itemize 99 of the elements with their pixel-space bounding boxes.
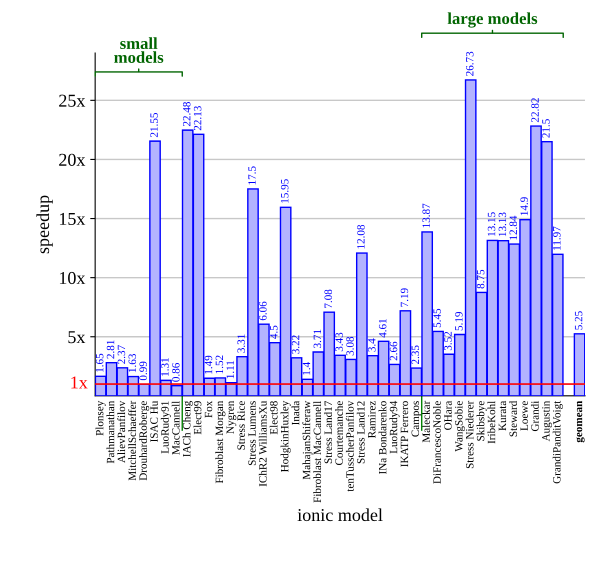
text: large models: [448, 12, 538, 28]
x-tick-label: Fox: [204, 400, 212, 418]
data-label: 7.08: [324, 290, 332, 308]
data-label: 4.61: [378, 319, 386, 338]
x-tick-label: MahajanShiferaw: [302, 400, 313, 480]
x-tick-label: ISAC Hu: [150, 400, 158, 442]
x-tick-label: Stress Lumens: [248, 401, 256, 466]
data-label: 14.9: [520, 197, 528, 216]
bar: [574, 333, 585, 396]
x-tick-label: IribeKohl: [487, 400, 496, 444]
x-tick-label: MacCannell: [172, 400, 180, 455]
x-tick-label: Elect98: [270, 401, 278, 434]
data-label: 7.19: [400, 288, 408, 307]
x-tick-label: Plonsey: [96, 400, 106, 436]
data-label: 22.82: [531, 98, 539, 122]
data-label: 15.95: [280, 179, 288, 203]
data-label: 22.13: [194, 106, 202, 130]
data-label: 12.84: [510, 216, 518, 240]
x-tick-label: Stress Rice: [237, 401, 245, 450]
x-tick-label: Campos: [412, 401, 422, 437]
data-label: 2.37: [118, 345, 126, 364]
data-label: 0.86: [172, 363, 180, 382]
x-tick-label: LuoRudy91: [160, 401, 171, 454]
data-label: 3.71: [314, 330, 322, 348]
x-tick-label: MitchellSchaeffer: [128, 400, 136, 480]
x-tick-label: Stress Land17: [324, 401, 332, 464]
x-tick-label: WangSobie: [454, 401, 465, 452]
x-tick-label: Skibsbye: [476, 401, 487, 441]
data-label: 2.35: [412, 346, 420, 364]
x-tick-label: DiFrancescoNoble: [433, 401, 441, 484]
data-label: 5.45: [433, 308, 441, 328]
x-tick-label: Nygren: [226, 400, 236, 434]
x-tick-label: geomean: [576, 400, 585, 442]
x-tick-label: Maleckar: [422, 400, 430, 442]
annotation: small models: [114, 37, 164, 63]
y-axis-title: speedup: [36, 196, 53, 254]
data-label: 1.11: [226, 360, 234, 378]
data-label: 2.66: [390, 342, 398, 360]
x-tick-label: tenTusscherPanfilov: [346, 400, 354, 492]
y-tick-label: 25x: [59, 94, 86, 107]
data-label: 22.48: [182, 102, 191, 126]
data-label: 3.22: [292, 335, 300, 354]
data-label: 26.73: [466, 52, 474, 76]
x-tick-label: Elect99: [194, 401, 202, 434]
data-label: 1.49: [204, 356, 212, 374]
x-tick-label: Stress Niederer: [466, 400, 474, 468]
data-label: 1.4: [302, 362, 310, 375]
data-label: 21.55: [150, 113, 158, 138]
data-label: 17.5: [248, 166, 256, 184]
data-label: 5.19: [455, 312, 463, 330]
data-label: 21.5: [542, 119, 550, 138]
data-label: 13.15: [488, 212, 496, 236]
x-tick-label: Steward: [509, 400, 518, 436]
x-tick-label: Courtemanche: [335, 401, 343, 466]
data-label: 2.81: [106, 340, 114, 359]
x-tick-label: GrandiPanditVoigt: [552, 400, 563, 484]
x-tick-label: Pathmanathan: [106, 400, 114, 464]
x-tick-label: Grandi: [530, 400, 539, 432]
data-label: 1.63: [128, 354, 136, 372]
data-label: 0.99: [139, 362, 147, 380]
x-tick-label: Augustin: [542, 400, 552, 442]
data-label: 3.31: [237, 334, 245, 353]
x-tick-label: DrouhardRoberge: [139, 401, 150, 480]
x-tick-label: Stress Land12: [356, 401, 365, 464]
data-label: 3.4: [368, 338, 376, 352]
x-tick-label: Ramirez: [368, 401, 376, 438]
x-tick-label: INa Bondarenko: [378, 401, 386, 474]
x-tick-label: Inada: [291, 400, 300, 425]
y-tick-label: 15x: [60, 212, 86, 225]
ref-line-label: 1x: [71, 376, 88, 388]
data-label: 6.06: [259, 302, 267, 320]
x-tick-label: Fibroblast MacCannell: [313, 400, 322, 503]
x-tick-label: Loewe: [520, 401, 528, 431]
x-tick-label: Fibroblast Morgan: [215, 400, 226, 484]
y-tick-label: 5x: [68, 331, 86, 344]
y-tick-label: 10x: [60, 272, 86, 284]
data-label: 8.75: [476, 270, 484, 288]
x-tick-label: IChR2 WilliamsXu: [258, 400, 267, 486]
data-label: 13.87: [422, 204, 430, 228]
data-label: 5.25: [574, 311, 582, 330]
data-label: 3.52: [444, 332, 452, 350]
x-tick-label: IACh Cheng: [182, 400, 193, 457]
data-label: 12.08: [357, 224, 365, 249]
data-label: 11.97: [553, 226, 561, 250]
x-tick-label: OHara: [444, 400, 452, 430]
data-label: 1.31: [161, 358, 169, 376]
y-tick-label: 20x: [59, 154, 86, 166]
x-tick-label: LuoRudy94: [389, 400, 400, 454]
x-tick-label: HodgkinHuxley: [280, 400, 291, 472]
data-label: 1.52: [216, 356, 224, 374]
data-label: 1.65: [96, 354, 104, 372]
data-label: 4.5: [270, 326, 278, 339]
x-tick-label: AlievPanfilov: [117, 400, 126, 463]
data-label: 3.43: [335, 332, 343, 352]
x-tick-label: IKATP Ferrero: [400, 401, 408, 467]
x-axis-title: ionic model: [298, 508, 383, 522]
data-label: 13.13: [498, 212, 506, 236]
x-tick-label: Kurata: [498, 400, 506, 431]
data-label: 3.08: [346, 336, 354, 356]
